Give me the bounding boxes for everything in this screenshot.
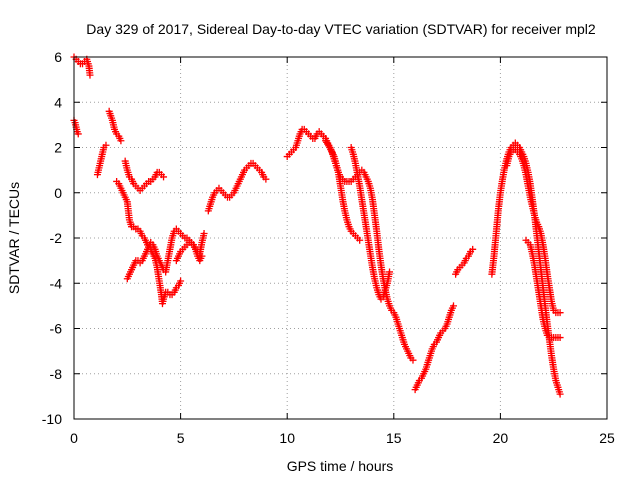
data-point <box>556 309 564 317</box>
y-tick-label: 2 <box>54 140 62 156</box>
y-tick-label: -6 <box>50 321 63 337</box>
y-tick-label: -4 <box>50 275 63 291</box>
series-seg-h <box>172 239 206 265</box>
y-tick-label: 4 <box>54 94 62 110</box>
data-point <box>262 175 270 183</box>
y-tick-labels: -10 -8 -6 -4 -2 0 2 4 6 <box>42 49 62 427</box>
data-point <box>198 252 206 260</box>
data-point <box>356 236 364 244</box>
data-point <box>177 277 185 285</box>
data-point <box>469 245 477 253</box>
series-seg-n <box>452 245 477 278</box>
series-seg-f <box>121 157 168 194</box>
data-point <box>200 229 208 237</box>
data-point <box>117 137 125 145</box>
y-tick-label: -2 <box>50 230 63 246</box>
plot-frame <box>73 56 608 420</box>
series-seg-m <box>411 302 457 394</box>
x-axis-label: GPS time / hours <box>287 458 394 474</box>
data-point <box>386 268 394 276</box>
chart-title: Day 329 of 2017, Sidereal Day-to-day VTE… <box>86 21 596 37</box>
series-seg-k <box>322 137 364 244</box>
x-tick-label: 15 <box>386 430 402 446</box>
data-point <box>449 302 457 310</box>
x-tick-label: 5 <box>177 430 185 446</box>
data-point <box>74 130 82 138</box>
x-tick-label: 20 <box>493 430 509 446</box>
x-tick-label: 25 <box>599 430 615 446</box>
data-points <box>70 53 564 398</box>
data-point <box>86 71 94 79</box>
y-tick-label: -8 <box>50 366 63 382</box>
data-point <box>102 141 110 149</box>
y-tick-label: 6 <box>54 49 62 65</box>
y-axis-label: SDTVAR / TECUs <box>6 182 22 294</box>
axis-ticks <box>73 56 608 420</box>
y-tick-label: -10 <box>42 411 62 427</box>
grid-lines <box>74 57 607 419</box>
data-point <box>160 173 168 181</box>
series-seg-c <box>93 141 110 179</box>
series-seg-i <box>204 159 270 215</box>
y-tick-label: 0 <box>54 185 62 201</box>
series-seg-a <box>70 53 94 79</box>
x-tick-label: 10 <box>279 430 295 446</box>
series-seg-l <box>347 144 394 303</box>
series-seg-p <box>503 146 564 317</box>
x-tick-label: 0 <box>70 430 78 446</box>
data-point <box>409 356 417 364</box>
x-tick-labels: 0 5 10 15 20 25 <box>70 430 615 446</box>
series-seg-q <box>522 236 564 342</box>
data-point <box>556 334 564 342</box>
series-seg-b <box>70 116 82 138</box>
data-point <box>556 390 564 398</box>
series-seg-d <box>105 107 125 145</box>
